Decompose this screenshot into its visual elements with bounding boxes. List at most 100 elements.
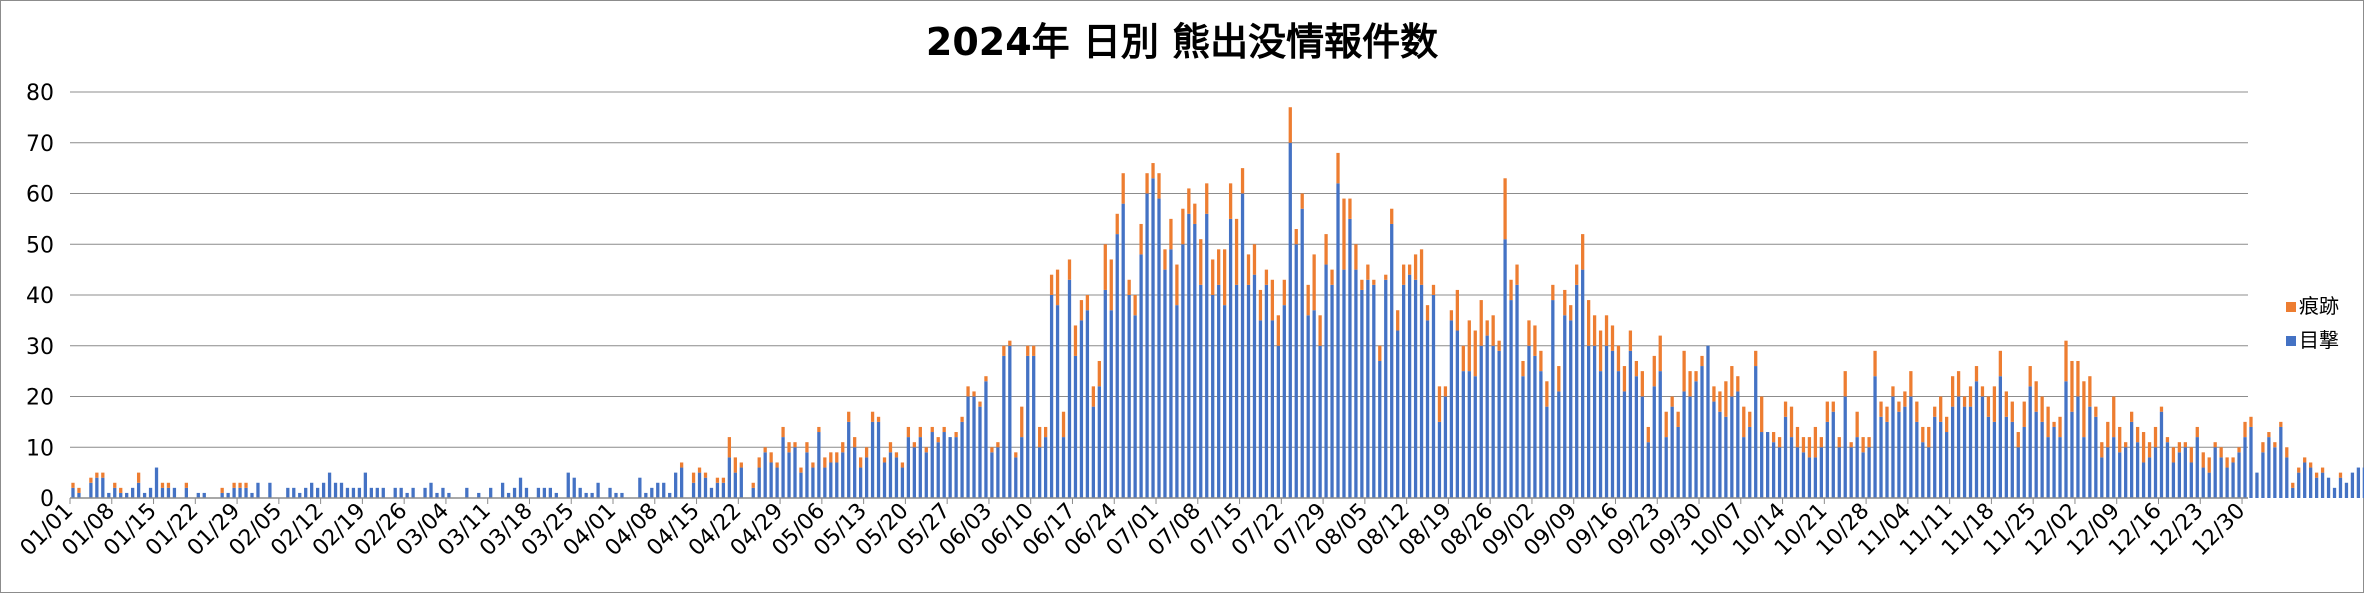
bar-sighting [2153,447,2158,498]
bar-sighting [1187,213,1191,499]
bar-sighting [1354,269,1358,498]
bar-sighting [1992,421,1997,498]
bar-sighting [1467,371,1471,498]
bar-trace [1777,437,1782,448]
bar-sighting [1032,355,1036,498]
bar-trace [1950,376,1955,407]
bar-trace [1151,163,1155,179]
bar-trace [1998,350,2003,377]
bar-trace [1962,396,1967,407]
bar-sighting [841,452,845,498]
bar-sighting [2195,437,2199,498]
bar-trace [781,426,785,438]
bar-trace [769,452,773,463]
bar-sighting [1927,447,1931,498]
bar-sighting [757,467,761,498]
bar-sighting [882,462,887,498]
bar-sighting [1909,396,1913,498]
bar-sighting [489,487,493,498]
bar-sighting [668,492,672,498]
bar-sighting [1330,284,1334,498]
bar-sighting [1837,447,1841,498]
bar-sighting [1127,295,1131,498]
y-tick-label: 30 [26,335,54,360]
bar-trace [2243,421,2247,438]
bar-sighting [1551,300,1555,498]
bar-trace [2201,452,2205,468]
bar-trace [1449,310,1454,321]
bar-sighting [2273,447,2277,498]
bar-trace [1211,259,1215,295]
bar-sighting [805,452,809,498]
bar-sighting [2177,452,2182,498]
bar-trace [1407,264,1412,275]
bar-trace [703,472,708,478]
bar-sighting [1038,447,1042,498]
bar-sighting [1616,371,1621,498]
bar-sighting [781,437,785,498]
bar-trace [1342,198,1346,270]
bar-sighting [1205,213,1209,499]
bar-trace [166,482,171,488]
bars [71,107,2364,499]
bar-trace [1437,386,1442,422]
bar-trace [220,487,224,493]
bar-sighting [101,477,105,498]
bar-sighting [1557,391,1561,498]
x-axis-ticks: 01/0101/0801/1501/2201/2902/0502/1202/19… [16,498,2250,561]
bar-sighting [1014,457,1018,498]
bar-sighting [2255,472,2259,498]
bar-trace [1234,218,1239,285]
bar-sighting [2004,416,2008,498]
bar-sighting [1688,396,1692,498]
bar-sighting [1795,447,1800,498]
bar-trace [739,462,743,468]
bar-trace [1891,386,1895,397]
bar-sighting [1419,284,1424,498]
bar-sighting [1527,345,1531,498]
bar-sighting [1646,442,1650,498]
bar-trace [1551,284,1555,301]
bar-trace [2076,360,2080,397]
bar-trace [1694,371,1698,382]
bar-sighting [375,487,379,498]
bar-trace [136,472,141,483]
bar-trace [894,452,899,458]
bar-trace [1509,279,1513,301]
bar-sighting [465,487,469,498]
bar-sighting [1390,223,1394,498]
bar-trace [2016,432,2020,448]
bar-sighting [1407,274,1412,498]
bar-sighting [2332,487,2337,498]
bar-trace [2004,391,2008,417]
bar-trace [1354,244,1358,270]
bar-trace [1909,371,1913,397]
bar-sighting [1766,432,1770,498]
bar-trace [2314,472,2319,478]
bar-trace [2189,447,2193,463]
bar-trace [1396,310,1400,331]
bar-sighting [876,421,881,498]
bar-sighting [327,472,332,498]
bar-trace [715,477,720,483]
bar-sighting [1318,345,1322,498]
bar-sighting [1306,315,1310,498]
bar-sighting [1300,208,1304,498]
bar-trace [1545,381,1549,407]
bar-trace [757,457,761,468]
bar-trace [1473,330,1477,377]
bar-sighting [423,487,427,498]
bar-trace [888,442,893,453]
bar-trace [1760,396,1764,433]
bar-sighting [2291,487,2295,498]
bar-trace [2088,376,2092,407]
bar-sighting [2243,437,2247,498]
bar-trace [1193,203,1197,224]
bar-sighting [1813,457,1818,498]
bar-sighting [930,432,934,498]
bar-sighting [1372,284,1376,498]
bar-trace [232,482,236,488]
bar-sighting [184,487,188,498]
bar-trace [1121,173,1125,204]
bar-sighting [441,487,445,498]
